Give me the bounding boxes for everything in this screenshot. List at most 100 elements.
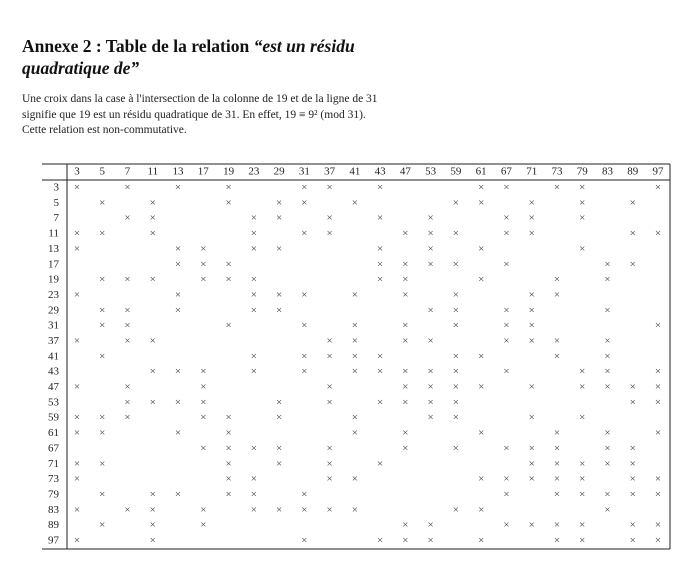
column-header: 5 (100, 166, 106, 178)
column-header: 61 (476, 166, 487, 178)
cross: × (352, 320, 358, 332)
column-header: 23 (248, 166, 260, 178)
cross: × (225, 274, 231, 286)
cross: × (175, 243, 181, 255)
cross: × (301, 350, 307, 362)
cross: × (225, 442, 231, 454)
cross: × (579, 535, 585, 547)
cross: × (352, 197, 358, 209)
cross: × (251, 504, 257, 516)
cross: × (326, 381, 332, 393)
row-header: 13 (48, 243, 60, 255)
cross: × (453, 504, 459, 516)
cross: × (453, 228, 459, 240)
cross: × (579, 212, 585, 224)
cross: × (301, 320, 307, 332)
cross: × (326, 228, 332, 240)
cross: × (251, 274, 257, 286)
cross: × (428, 412, 434, 424)
title-text: Annexe 2 : Table de la relation (22, 36, 249, 56)
cross: × (579, 381, 585, 393)
cross: × (529, 212, 535, 224)
cross: × (352, 366, 358, 378)
cross: × (124, 412, 130, 424)
cross: × (150, 228, 156, 240)
cross: × (74, 381, 80, 393)
cross: × (503, 442, 509, 454)
cross: × (175, 488, 181, 500)
column-header: 13 (173, 166, 185, 178)
cross: × (554, 289, 560, 301)
cross: × (453, 350, 459, 362)
cross: × (453, 381, 459, 393)
cross: × (99, 458, 105, 470)
cross: × (352, 504, 358, 516)
cross: × (74, 182, 80, 194)
cross: × (200, 274, 206, 286)
cross: × (604, 442, 610, 454)
row-header: 19 (48, 274, 60, 286)
paragraph-line: signifie que 19 est un résidu quadratiqu… (22, 109, 366, 121)
row-header: 97 (48, 535, 60, 547)
cross: × (377, 350, 383, 362)
cross: × (402, 535, 408, 547)
cross: × (225, 427, 231, 439)
cross: × (503, 320, 509, 332)
cross: × (529, 473, 535, 485)
cross: × (604, 335, 610, 347)
cross: × (377, 535, 383, 547)
cross: × (503, 335, 509, 347)
cross: × (453, 412, 459, 424)
cross: × (554, 427, 560, 439)
cross: × (428, 335, 434, 347)
cross: × (175, 366, 181, 378)
row-header: 79 (48, 488, 60, 500)
cross: × (352, 350, 358, 362)
cross: × (428, 396, 434, 408)
cross: × (630, 228, 636, 240)
cross: × (478, 243, 484, 255)
cross: × (301, 504, 307, 516)
cross: × (352, 289, 358, 301)
cross: × (225, 182, 231, 194)
row-header: 89 (48, 519, 60, 531)
cross: × (99, 427, 105, 439)
column-header: 41 (349, 166, 360, 178)
column-header: 43 (375, 166, 387, 178)
cross: × (326, 473, 332, 485)
cross: × (529, 320, 535, 332)
cross: × (579, 197, 585, 209)
cross: × (428, 228, 434, 240)
cross: × (529, 458, 535, 470)
cross: × (200, 243, 206, 255)
cross: × (301, 228, 307, 240)
cross: × (352, 335, 358, 347)
cross: × (503, 519, 509, 531)
cross: × (529, 289, 535, 301)
row-header: 31 (48, 320, 59, 332)
cross: × (604, 350, 610, 362)
cross: × (529, 304, 535, 316)
cross: × (428, 366, 434, 378)
cross: × (453, 442, 459, 454)
cross: × (74, 412, 80, 424)
row-header: 3 (54, 182, 60, 194)
cross: × (99, 488, 105, 500)
cross: × (251, 243, 257, 255)
cross: × (377, 396, 383, 408)
cross: × (604, 366, 610, 378)
cross: × (630, 442, 636, 454)
cross: × (402, 258, 408, 270)
title-quote-rest: quadratique de” (22, 58, 139, 78)
row-header: 41 (48, 350, 59, 362)
cross: × (579, 519, 585, 531)
cross: × (352, 473, 358, 485)
cross: × (402, 381, 408, 393)
cross: × (630, 473, 636, 485)
cross: × (74, 535, 80, 547)
cross: × (124, 335, 130, 347)
cross: × (276, 412, 282, 424)
cross: × (630, 535, 636, 547)
cross: × (630, 396, 636, 408)
cross: × (503, 212, 509, 224)
